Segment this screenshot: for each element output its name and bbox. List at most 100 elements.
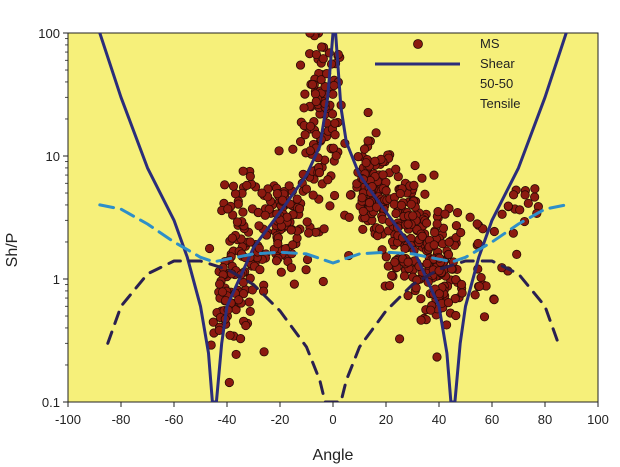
ms-point (260, 210, 270, 220)
ms-point (363, 107, 373, 118)
ms-point (371, 128, 381, 138)
ms-point (311, 129, 321, 139)
ms-point (440, 209, 450, 219)
ms-point (410, 160, 420, 171)
ms-point (474, 281, 484, 291)
ms-point (238, 166, 248, 176)
x-tick-label: 100 (587, 412, 609, 427)
ms-point (234, 295, 244, 305)
ms-point (503, 201, 513, 211)
ms-point (421, 218, 432, 228)
ms-point (299, 103, 309, 113)
ms-point (489, 295, 499, 305)
legend-label: MS (480, 36, 500, 51)
ms-point (300, 130, 310, 140)
y-axis: 0.1 1 10 100 (38, 26, 68, 410)
ms-point (370, 156, 380, 166)
ms-point (384, 280, 395, 291)
ms-point (284, 181, 294, 191)
ms-point (430, 227, 440, 238)
ms-point (358, 206, 368, 216)
ms-point (472, 219, 482, 229)
ms-point (457, 288, 467, 298)
ms-point (530, 184, 540, 194)
ms-point (451, 220, 462, 231)
ms-point (274, 146, 284, 156)
ms-point (508, 190, 519, 200)
ms-point (329, 190, 340, 201)
ms-point (452, 208, 463, 218)
ms-point (403, 290, 413, 301)
ms-point (223, 204, 233, 214)
x-tick-label: 40 (432, 412, 446, 427)
ms-point (403, 219, 413, 229)
ms-point (224, 377, 234, 388)
ms-point (288, 240, 298, 250)
legend-label: Tensile (480, 96, 520, 111)
ms-point (450, 294, 460, 304)
ms-point (241, 320, 251, 331)
ms-point (238, 207, 248, 217)
ms-point (294, 204, 305, 214)
ms-point (245, 237, 255, 247)
ms-point (301, 184, 312, 194)
ms-point (254, 221, 264, 231)
ms-point (300, 89, 310, 99)
ms-point (255, 264, 265, 275)
ms-point (497, 209, 507, 219)
ms-point (473, 238, 483, 249)
ms-point (318, 54, 328, 64)
ms-point (409, 180, 419, 190)
ms-point (470, 290, 480, 300)
ms-point (305, 121, 316, 131)
ms-point (390, 257, 400, 267)
ms-point (489, 226, 499, 237)
ms-point (394, 334, 405, 344)
ms-point (417, 231, 427, 241)
ms-point (429, 240, 439, 250)
ms-point (242, 180, 252, 190)
x-tick-label: 0 (329, 412, 336, 427)
ms-point (381, 252, 391, 262)
ms-point (416, 294, 426, 304)
ms-point (289, 279, 299, 289)
ms-point (443, 298, 454, 308)
ms-point (272, 189, 282, 199)
ms-point (432, 352, 442, 362)
ms-point (520, 190, 530, 200)
ms-point (308, 190, 318, 200)
ms-point (429, 170, 439, 180)
ms-point (217, 287, 228, 297)
ms-point (292, 194, 302, 204)
ms-point (247, 285, 258, 295)
ms-point (215, 279, 225, 289)
ms-point (523, 198, 533, 208)
ms-point (391, 208, 401, 219)
x-tick-label: -80 (112, 412, 131, 427)
ms-point (304, 228, 314, 238)
ms-point (311, 49, 322, 60)
ms-point (231, 349, 241, 360)
ms-point (259, 347, 269, 357)
ms-point (302, 217, 312, 227)
ms-point (307, 79, 318, 90)
series-line-50-50 (98, 203, 568, 265)
ms-point (314, 168, 325, 178)
ms-point (233, 199, 243, 209)
series-layer (98, 33, 568, 402)
ms-point (515, 205, 525, 215)
ms-point (331, 151, 341, 161)
ms-point (271, 256, 282, 266)
ms-point (381, 186, 391, 196)
x-tick-label: -100 (55, 412, 81, 427)
ms-point (456, 279, 467, 290)
ms-point (316, 42, 327, 52)
ms-point (276, 267, 286, 277)
ms-point (363, 136, 373, 146)
ms-point (327, 109, 338, 119)
y-tick-label: 100 (38, 26, 60, 41)
ms-point (235, 334, 246, 344)
ms-point (353, 152, 363, 162)
legend: MS Shear 50-50 Tensile (375, 36, 520, 111)
ms-point (228, 210, 238, 220)
